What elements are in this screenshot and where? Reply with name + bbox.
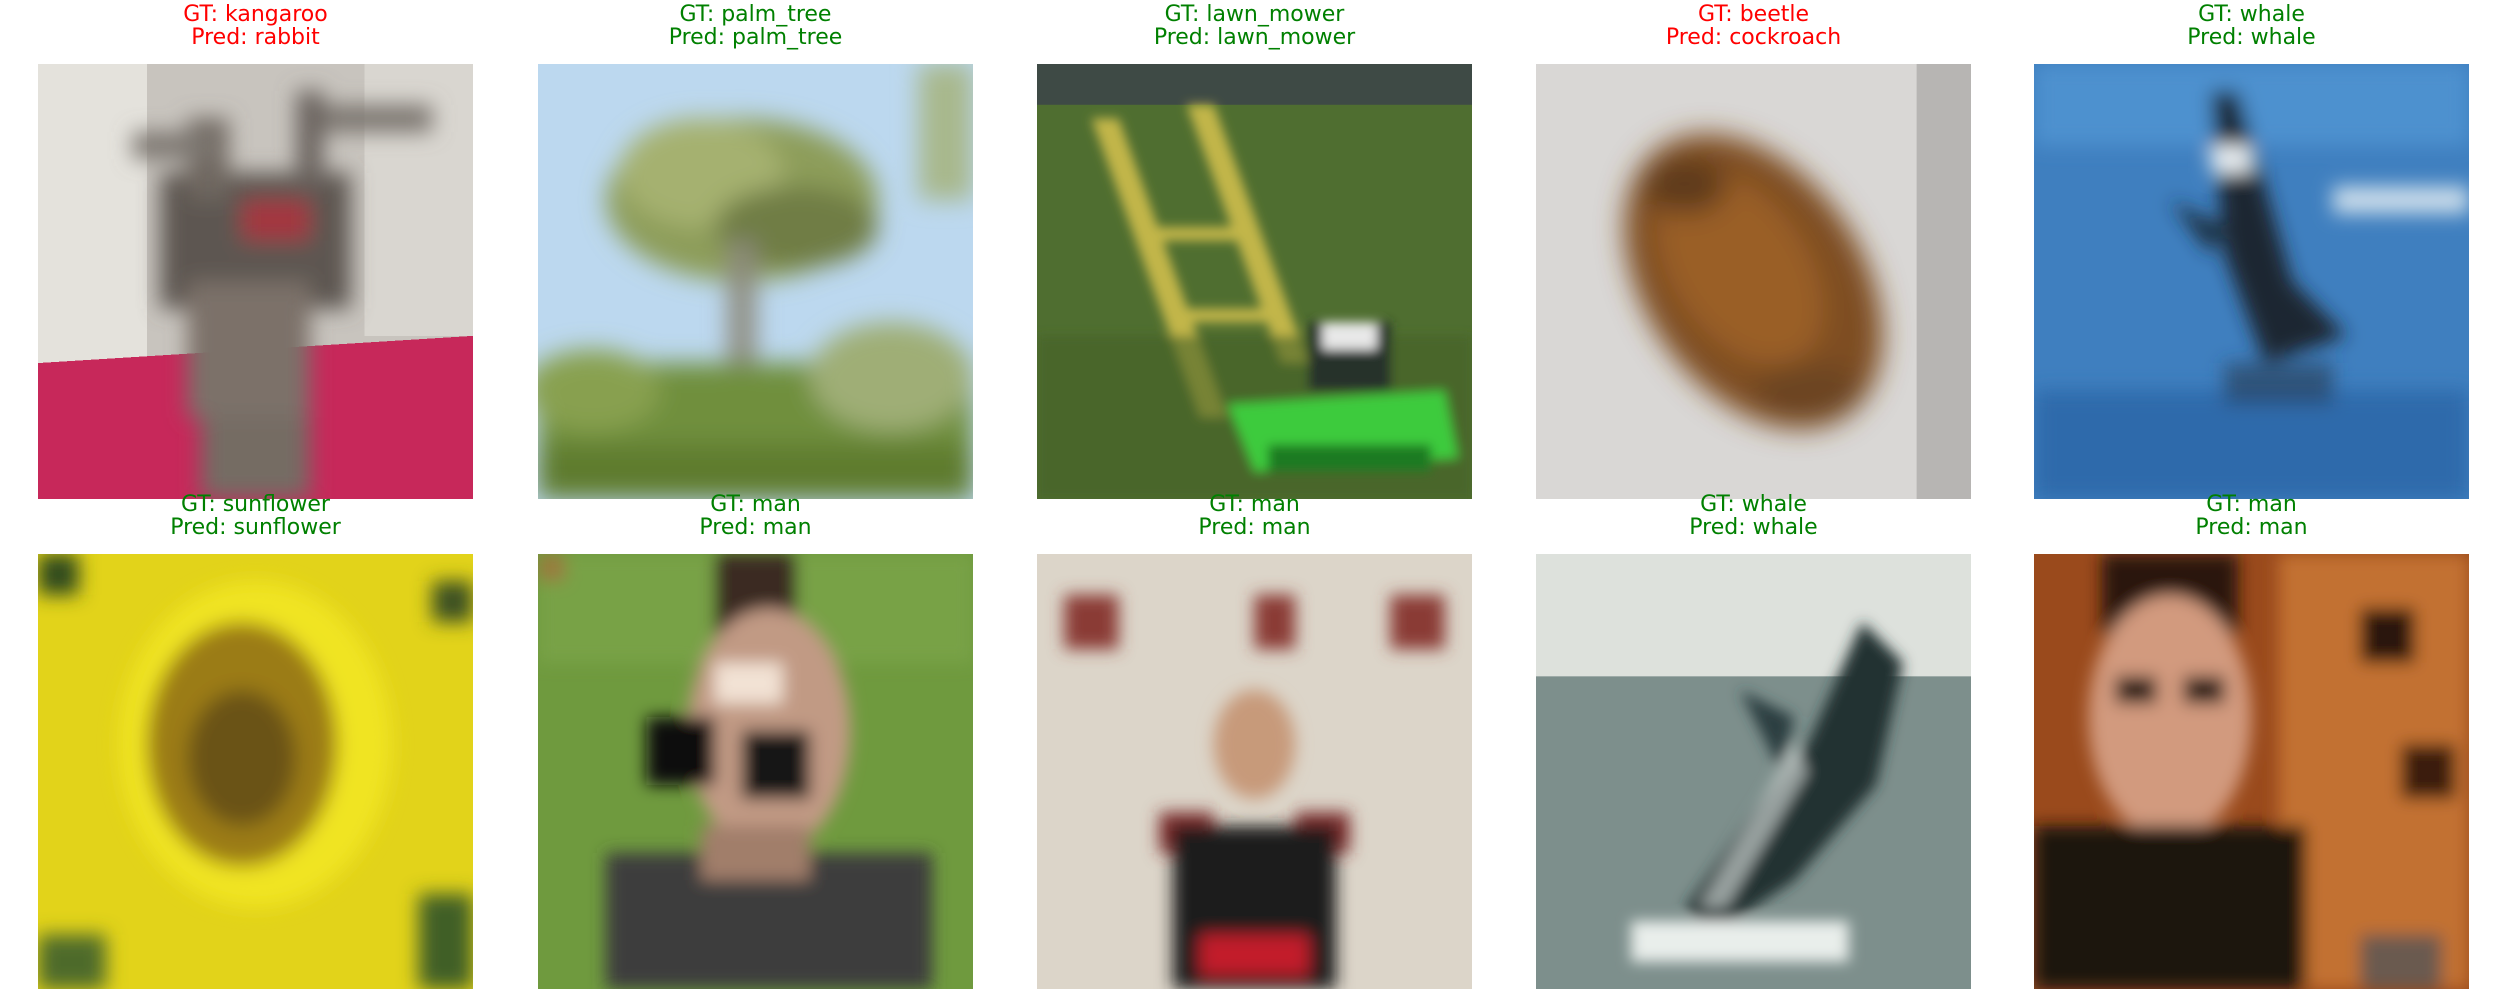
- sample-image-sunflower: [38, 554, 473, 989]
- sample-caption: GT: beetle Pred: cockroach: [1536, 3, 1971, 49]
- sample-image-man-standing: [1037, 554, 1472, 989]
- gt-label: GT: lawn_mower: [1164, 2, 1345, 27]
- gt-label: GT: palm_tree: [679, 2, 832, 27]
- sample-caption: GT: lawn_mower Pred: lawn_mower: [1037, 3, 1472, 49]
- pred-label: Pred: whale: [2187, 25, 2316, 50]
- pred-label: Pred: rabbit: [191, 25, 320, 50]
- pred-label: Pred: man: [1198, 515, 1311, 540]
- sample-caption: GT: man Pred: man: [1037, 493, 1472, 539]
- pred-label: Pred: whale: [1689, 515, 1818, 540]
- sample-image-whale: [2034, 64, 2469, 499]
- sample-caption: GT: man Pred: man: [2034, 493, 2469, 539]
- sample-caption: GT: man Pred: man: [538, 493, 973, 539]
- sample-image-beetle: [1536, 64, 1971, 499]
- sample-caption: GT: whale Pred: whale: [1536, 493, 1971, 539]
- pred-label: Pred: man: [699, 515, 812, 540]
- sample-caption: GT: whale Pred: whale: [2034, 3, 2469, 49]
- sample-image-lawn-mower: [1037, 64, 1472, 499]
- gt-label: GT: beetle: [1698, 2, 1809, 27]
- gt-label: GT: sunflower: [181, 492, 330, 517]
- sample-image-kangaroo: [38, 64, 473, 499]
- gt-label: GT: man: [1209, 492, 1300, 517]
- sample-caption: GT: palm_tree Pred: palm_tree: [538, 3, 973, 49]
- gt-label: GT: whale: [2198, 2, 2305, 27]
- pred-label: Pred: cockroach: [1665, 25, 1842, 50]
- sample-image-man-portrait: [2034, 554, 2469, 989]
- pred-label: Pred: lawn_mower: [1153, 25, 1356, 50]
- sample-caption: GT: sunflower Pred: sunflower: [38, 493, 473, 539]
- gt-label: GT: man: [710, 492, 801, 517]
- sample-image-palm-tree: [538, 64, 973, 499]
- sample-image-whale-tail: [1536, 554, 1971, 989]
- pred-label: Pred: man: [2195, 515, 2308, 540]
- gt-label: GT: man: [2206, 492, 2297, 517]
- pred-label: Pred: sunflower: [170, 515, 341, 540]
- pred-label: Pred: palm_tree: [668, 25, 843, 50]
- gt-label: GT: whale: [1700, 492, 1807, 517]
- sample-caption: GT: kangaroo Pred: rabbit: [38, 3, 473, 49]
- gt-label: GT: kangaroo: [183, 2, 328, 27]
- sample-image-man-sunglasses: [538, 554, 973, 989]
